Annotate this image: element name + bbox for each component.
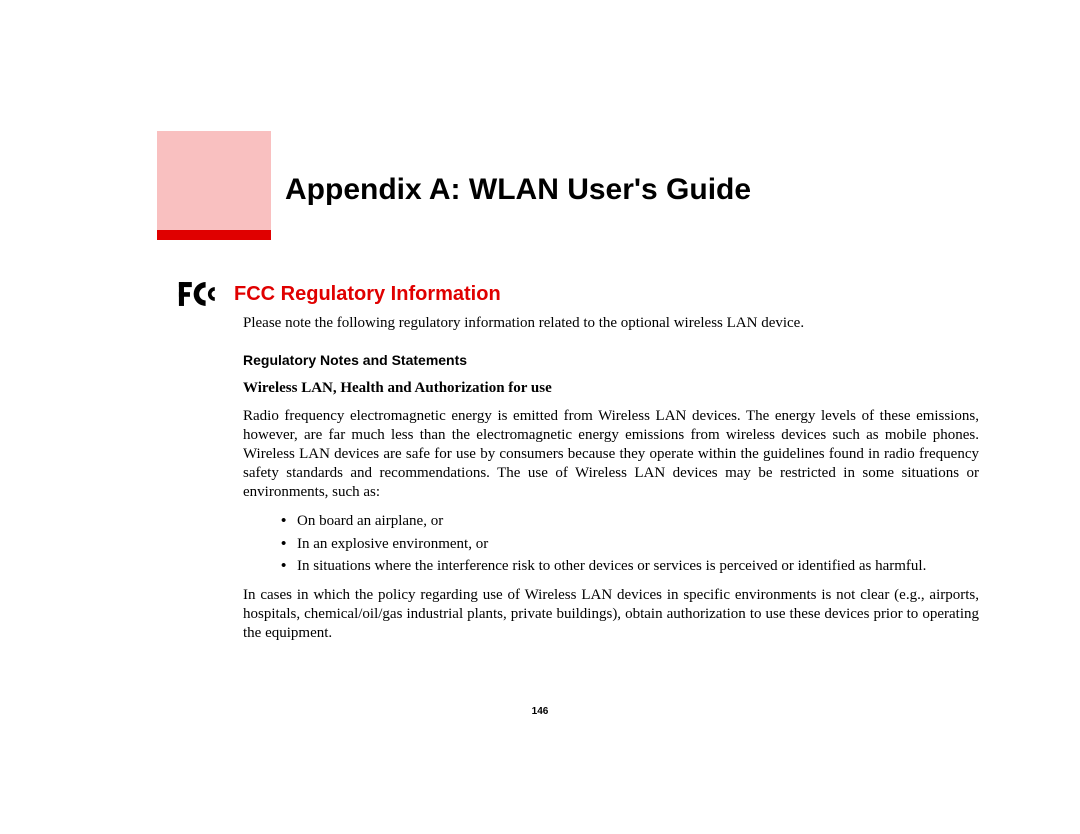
page-number: 146	[0, 706, 1080, 717]
paragraph-rf-energy: Radio frequency electromagnetic energy i…	[243, 407, 979, 503]
list-item: On board an airplane, or	[281, 510, 979, 533]
paragraph-authorization: In cases in which the policy regarding u…	[243, 586, 979, 644]
body-content: Please note the following regulatory inf…	[243, 314, 979, 652]
document-page: Appendix A: WLAN User's Guide FCC Regula…	[0, 0, 1080, 834]
restriction-list: On board an airplane, or In an explosive…	[281, 510, 979, 578]
list-item: In an explosive environment, or	[281, 533, 979, 556]
decorative-red-bar	[157, 230, 271, 240]
page-title: Appendix A: WLAN User's Guide	[285, 173, 751, 207]
section-heading: FCC Regulatory Information	[234, 283, 501, 306]
fcc-logo-icon	[178, 279, 224, 309]
fcc-section-header: FCC Regulatory Information	[178, 279, 501, 309]
list-item: In situations where the interference ris…	[281, 555, 979, 578]
subheading-wireless-health: Wireless LAN, Health and Authorization f…	[243, 380, 979, 397]
decorative-pink-block	[157, 131, 271, 230]
subheading-regulatory-notes: Regulatory Notes and Statements	[243, 352, 979, 368]
intro-paragraph: Please note the following regulatory inf…	[243, 314, 979, 334]
